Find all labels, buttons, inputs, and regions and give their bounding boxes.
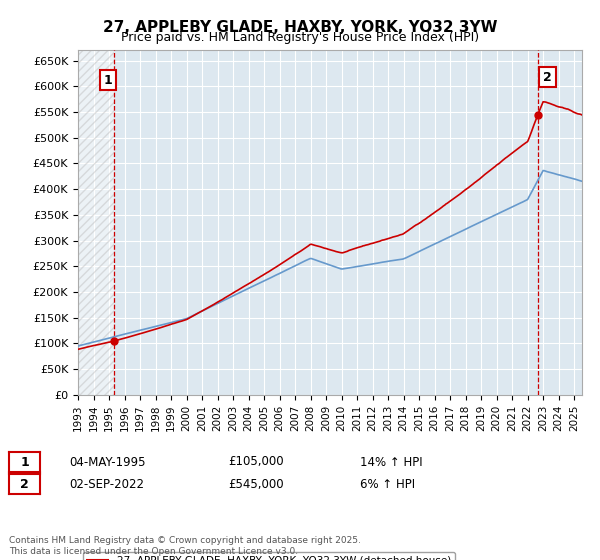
Text: 14% ↑ HPI: 14% ↑ HPI bbox=[360, 455, 422, 469]
Bar bbox=[78, 50, 114, 395]
Text: £545,000: £545,000 bbox=[228, 478, 284, 491]
Legend: 27, APPLEBY GLADE, HAXBY, YORK, YO32 3YW (detached house), HPI: Average price, d: 27, APPLEBY GLADE, HAXBY, YORK, YO32 3YW… bbox=[83, 552, 455, 560]
Text: Price paid vs. HM Land Registry's House Price Index (HPI): Price paid vs. HM Land Registry's House … bbox=[121, 31, 479, 44]
Text: 2: 2 bbox=[20, 478, 29, 491]
Text: 02-SEP-2022: 02-SEP-2022 bbox=[69, 478, 144, 491]
Text: Contains HM Land Registry data © Crown copyright and database right 2025.
This d: Contains HM Land Registry data © Crown c… bbox=[9, 536, 361, 556]
Text: £105,000: £105,000 bbox=[228, 455, 284, 469]
Text: 04-MAY-1995: 04-MAY-1995 bbox=[69, 455, 146, 469]
Text: 2: 2 bbox=[543, 71, 552, 83]
Text: 1: 1 bbox=[104, 74, 112, 87]
Text: 1: 1 bbox=[20, 455, 29, 469]
Text: 27, APPLEBY GLADE, HAXBY, YORK, YO32 3YW: 27, APPLEBY GLADE, HAXBY, YORK, YO32 3YW bbox=[103, 20, 497, 35]
Text: 6% ↑ HPI: 6% ↑ HPI bbox=[360, 478, 415, 491]
